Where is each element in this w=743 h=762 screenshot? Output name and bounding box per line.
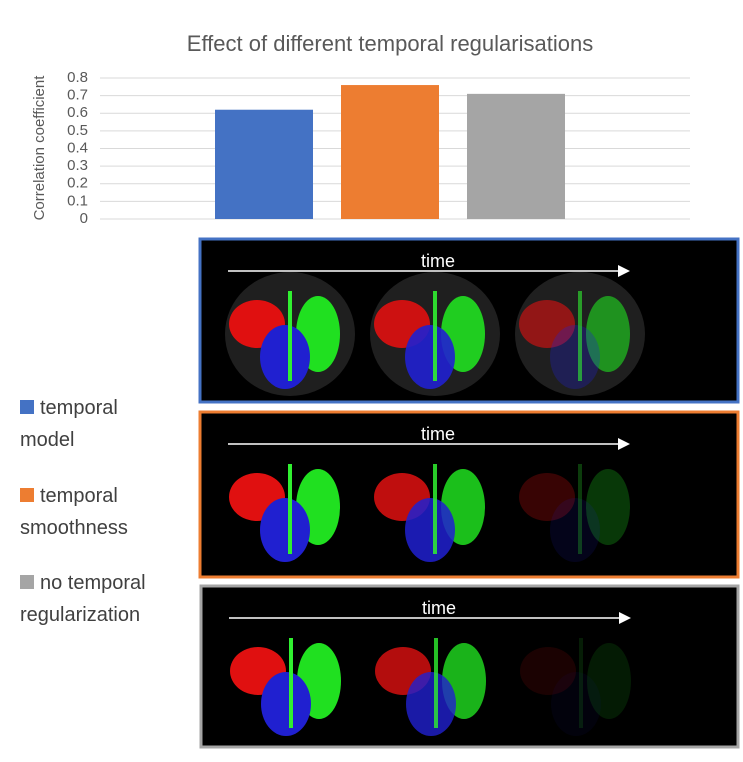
brain-blue <box>260 498 310 562</box>
y-tick-label: 0.7 <box>67 87 88 104</box>
brain-midline <box>434 638 438 728</box>
brain-midline <box>288 291 292 381</box>
legend-swatch <box>20 400 34 414</box>
y-tick-label: 0.1 <box>67 192 88 209</box>
legend-label: temporal smoothness <box>20 485 128 539</box>
brain-midline <box>579 638 583 728</box>
brain-midline <box>433 291 437 381</box>
brain-blue <box>260 325 310 389</box>
brain-blue <box>550 498 600 562</box>
brain-midline <box>433 464 437 554</box>
legend-swatch <box>20 575 34 589</box>
legend-swatch <box>20 488 34 502</box>
brain-green <box>587 643 631 719</box>
bar <box>467 93 565 219</box>
y-tick-label: 0.3 <box>67 157 88 174</box>
arrow-head <box>618 265 630 277</box>
brain-red <box>520 647 576 695</box>
y-tick-label: 0.4 <box>67 139 88 156</box>
brain-blue <box>405 325 455 389</box>
brain-green <box>586 469 630 545</box>
legend-item: temporal smoothness <box>20 480 170 544</box>
arrow-head <box>618 438 630 450</box>
brain-green <box>586 296 630 372</box>
time-label: time <box>421 251 455 271</box>
brain-blue <box>261 672 311 736</box>
y-tick-label: 0.2 <box>67 175 88 192</box>
bar <box>341 85 439 219</box>
brain-midline <box>578 464 582 554</box>
legend-label: temporal model <box>20 397 118 451</box>
arrow-head <box>619 612 631 624</box>
legend-item: no temporal regularization <box>20 567 170 631</box>
brain-blue <box>551 672 601 736</box>
brain-red <box>519 300 575 348</box>
brain-red <box>519 473 575 521</box>
brain-midline <box>289 638 293 728</box>
legend-label: no temporal regularization <box>20 572 146 626</box>
y-tick-label: 0 <box>80 210 88 227</box>
y-tick-label: 0.6 <box>67 104 88 121</box>
time-label: time <box>422 598 456 618</box>
time-label: time <box>421 424 455 444</box>
brain-midline <box>578 291 582 381</box>
chart-title: Effect of different temporal regularisat… <box>187 31 593 56</box>
bar <box>215 109 313 219</box>
brain-blue <box>406 672 456 736</box>
brain-blue <box>550 325 600 389</box>
brain-midline <box>288 464 292 554</box>
y-tick-label: 0.5 <box>67 122 88 139</box>
brain-blue <box>405 498 455 562</box>
legend-item: temporal model <box>20 392 170 456</box>
y-tick-label: 0.8 <box>67 69 88 86</box>
y-axis-label: Correlation coefficient <box>31 75 48 221</box>
